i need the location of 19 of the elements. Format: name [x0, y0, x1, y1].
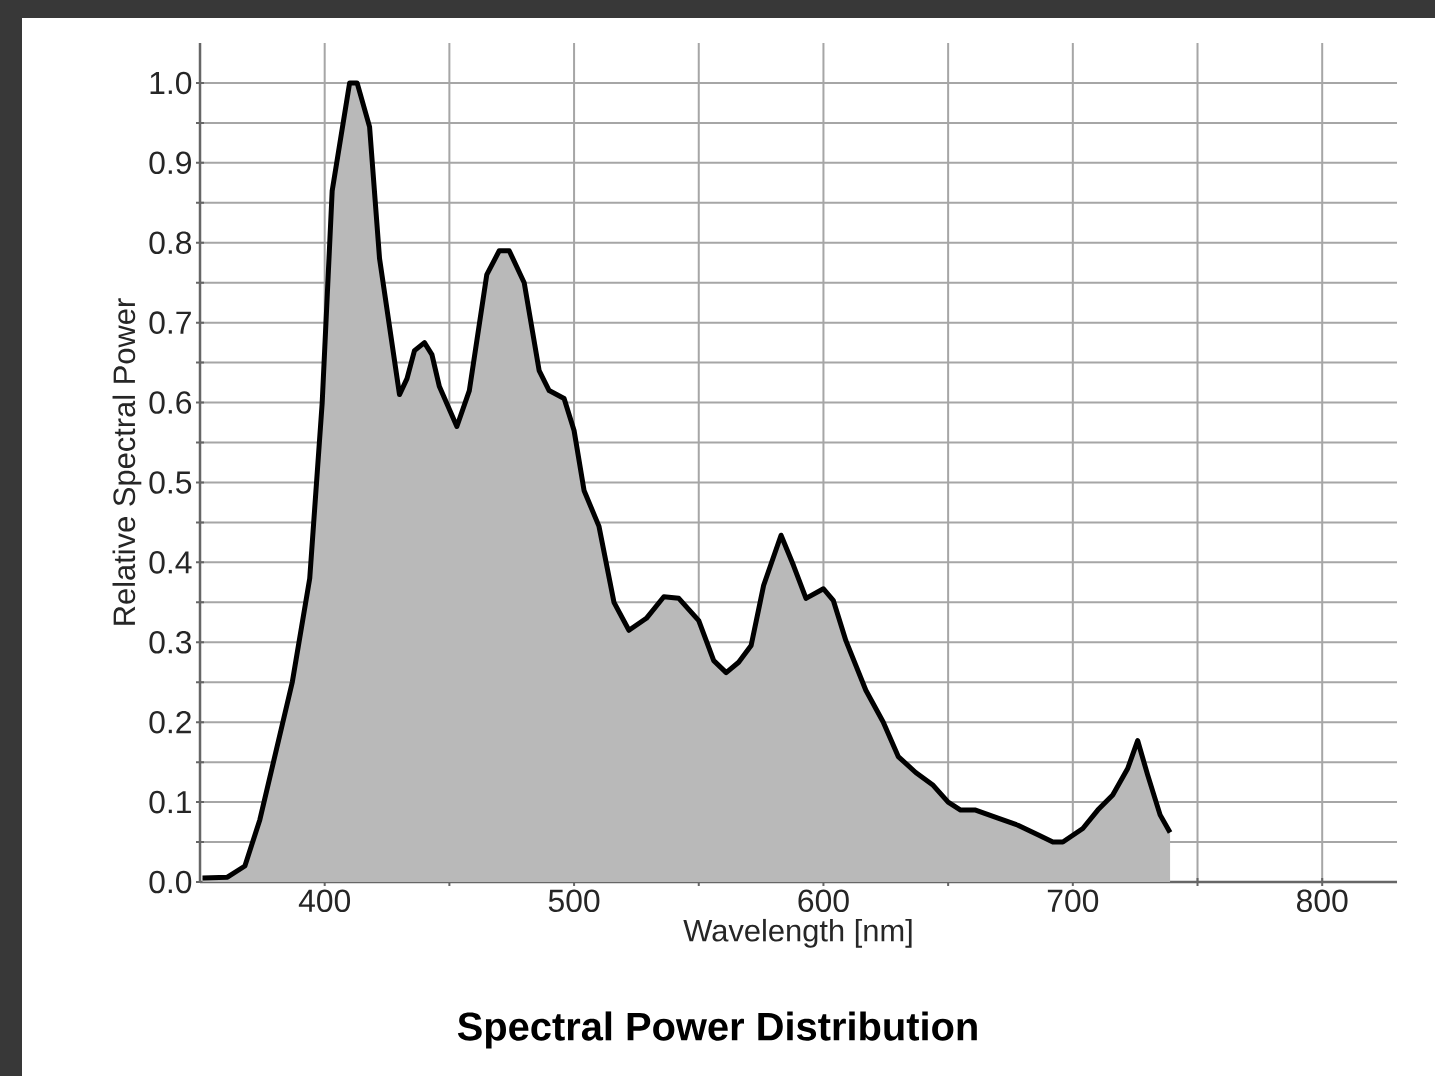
y-tick-label: 0.0: [149, 870, 192, 894]
x-tick-label: 500: [548, 889, 600, 913]
y-tick-label: 0.8: [149, 231, 192, 255]
y-axis-title: Relative Spectral Power: [112, 298, 142, 625]
x-tick-label: 800: [1296, 889, 1348, 913]
y-tick-label: 0.2: [149, 710, 191, 734]
y-tick-label: 0.7: [149, 311, 191, 334]
x-tick-label: 400: [298, 889, 351, 913]
y-tick-label: 1.0: [150, 71, 192, 95]
y-tick-label: 0.4: [149, 551, 192, 574]
y-tick-label: 0.1: [149, 790, 191, 814]
x-tick-label: 700: [1047, 889, 1099, 913]
y-tick-label: 0.9: [149, 151, 191, 175]
y-tick-label: 0.3: [149, 631, 192, 654]
text: Spectral Power Distribution: [457, 1011, 977, 1049]
y-tick-label: 0.5: [149, 471, 192, 494]
x-tick-label: 600: [798, 889, 849, 913]
y-tick-label: 0.6: [149, 391, 192, 414]
x-axis-title: Wavelength [nm]: [683, 918, 912, 948]
